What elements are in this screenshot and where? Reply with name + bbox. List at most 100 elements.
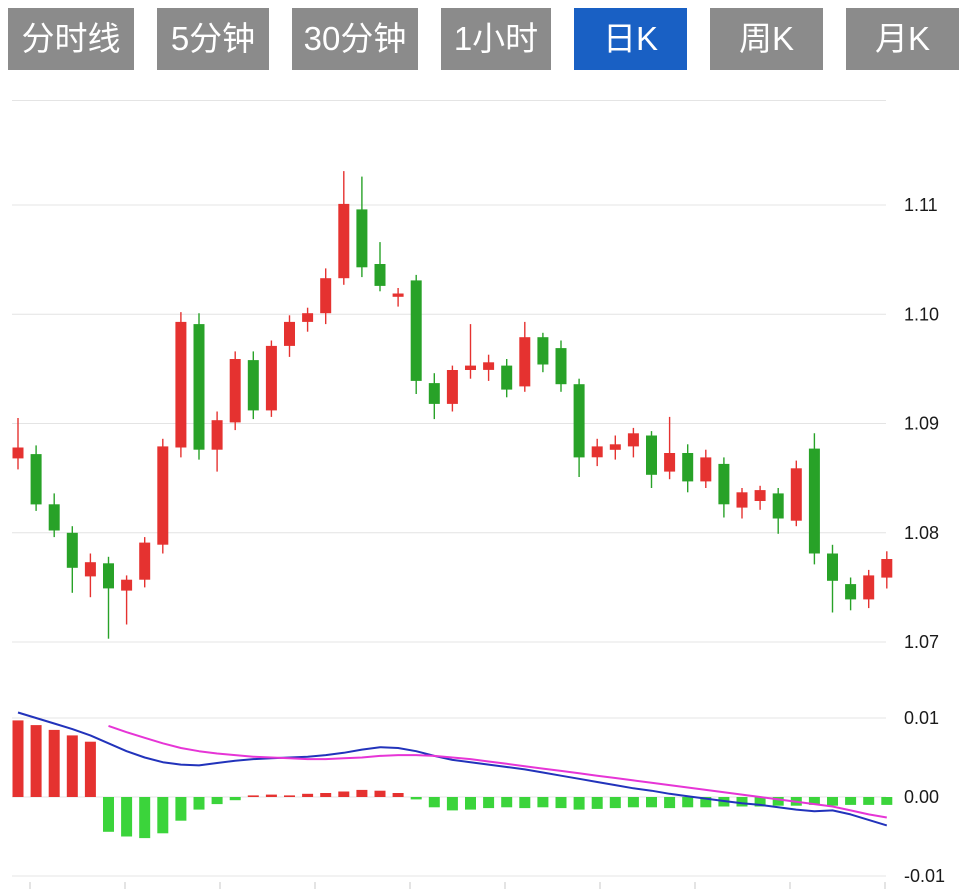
candle-body: [827, 553, 838, 581]
candle-body: [863, 575, 875, 600]
macd-histogram-bar: [193, 797, 205, 810]
macd-histogram-bar: [139, 797, 151, 839]
tab-minute-line[interactable]: 分时线: [8, 8, 134, 70]
macd-histogram-bar: [338, 791, 350, 797]
macd-histogram-bar: [808, 797, 820, 805]
macd-histogram-bar: [320, 793, 332, 797]
macd-histogram-bar: [410, 797, 422, 800]
candle-body: [700, 457, 712, 482]
macd-histogram-bar: [30, 725, 42, 797]
macd-histogram-bar: [881, 797, 893, 805]
candle-body: [175, 321, 187, 448]
price-axis-label: 1.07: [904, 632, 939, 652]
macd-histogram-bar: [664, 797, 676, 809]
candle-body: [302, 313, 314, 322]
macd-histogram-bar: [845, 797, 857, 805]
macd-axis-label: 0.01: [904, 708, 939, 728]
tab-30min[interactable]: 30分钟: [292, 8, 418, 70]
candle-body: [247, 360, 259, 411]
macd-histogram-bar: [66, 735, 78, 797]
candle-body: [646, 435, 657, 475]
macd-dif-line: [17, 711, 888, 827]
macd-histogram-bar: [12, 720, 24, 797]
macd-dea-line: [108, 724, 887, 819]
macd-histogram-bar: [754, 797, 766, 807]
macd-histogram-bar: [356, 789, 368, 797]
macd-histogram-bar: [700, 797, 712, 808]
macd-histogram-bar: [175, 797, 187, 821]
macd-histogram-bar: [736, 797, 748, 807]
candle-body: [139, 542, 151, 580]
tab-monthly-k[interactable]: 月K: [846, 8, 959, 70]
tab-daily-k[interactable]: 日K: [574, 8, 687, 70]
macd-histogram-bar: [863, 797, 875, 805]
candle-body: [682, 453, 694, 482]
price-axis-label: 1.11: [904, 195, 938, 215]
candle-body: [320, 278, 332, 314]
macd-histogram-bar: [627, 797, 639, 808]
candle-body: [84, 562, 96, 577]
tab-weekly-k[interactable]: 周K: [710, 8, 823, 70]
macd-histogram-bar: [537, 797, 549, 808]
candle-body: [374, 264, 386, 286]
macd-histogram-bar: [682, 797, 694, 808]
candle-body: [66, 532, 78, 568]
candle-body: [573, 384, 585, 458]
candle-body: [48, 504, 60, 531]
candle-body: [519, 337, 531, 387]
macd-histogram-bar: [827, 797, 838, 806]
candle-body: [284, 321, 295, 346]
macd-axis-label: 0.00: [904, 787, 939, 807]
candle-body: [591, 446, 603, 458]
candle-body: [193, 324, 205, 450]
candle-body: [754, 490, 766, 501]
timeframe-tabbar: 分时线 5分钟 30分钟 1小时 日K 周K 月K: [8, 8, 959, 70]
macd-histogram-bar: [392, 793, 404, 797]
macd-histogram-bar: [374, 790, 386, 797]
candle-body: [537, 337, 549, 365]
macd-histogram-bar: [483, 797, 495, 809]
candle-body: [881, 559, 893, 578]
candle-body: [338, 203, 350, 279]
macd-histogram-bar: [229, 797, 241, 801]
macd-histogram-bar: [446, 797, 458, 811]
candle-body: [30, 454, 42, 505]
macd-histogram-bar: [121, 797, 133, 837]
macd-histogram-bar: [48, 729, 60, 797]
candle-body: [555, 348, 567, 385]
macd-histogram-bar: [519, 797, 531, 809]
candle-body: [211, 420, 223, 450]
tab-5min[interactable]: 5分钟: [157, 8, 269, 70]
price-axis-label: 1.08: [904, 523, 939, 543]
candle-body: [410, 280, 422, 381]
candle-body: [736, 492, 748, 508]
macd-histogram-bar: [465, 797, 476, 810]
candle-body: [465, 365, 476, 370]
macd-histogram-bar: [302, 793, 314, 797]
candle-body: [609, 444, 621, 450]
macd-histogram-bar: [265, 794, 277, 797]
price-axis-label: 1.09: [904, 414, 939, 434]
candle-body: [845, 584, 857, 600]
macd-axis-label: -0.01: [904, 866, 945, 886]
price-axis-label: 1.10: [904, 304, 939, 324]
macd-histogram-bar: [103, 797, 114, 832]
macd-histogram-bar: [84, 741, 96, 797]
macd-histogram-bar: [247, 795, 259, 797]
macd-histogram-bar: [591, 797, 603, 809]
candle-body: [428, 383, 440, 404]
macd-histogram-bar: [211, 797, 223, 805]
candle-body: [501, 365, 513, 390]
macd-histogram-bar: [501, 797, 513, 808]
candle-body: [664, 453, 676, 472]
candle-body: [392, 293, 404, 297]
macd-histogram-bar: [428, 797, 440, 808]
macd-histogram-bar: [284, 795, 295, 797]
macd-histogram-bar: [555, 797, 567, 809]
candle-body: [103, 563, 114, 589]
candle-body: [121, 579, 133, 591]
tab-1hour[interactable]: 1小时: [441, 8, 551, 70]
candle-body: [808, 448, 820, 554]
